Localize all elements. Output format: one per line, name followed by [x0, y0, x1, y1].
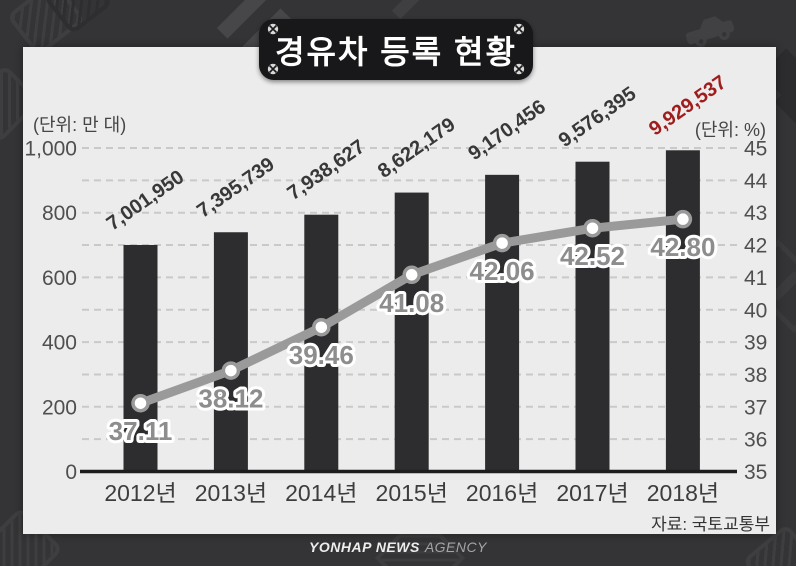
page-title: 경유차 등록 현황	[275, 33, 517, 70]
source-note: 자료: 국토교통부	[651, 515, 770, 534]
right-axis-unit: (단위: %)	[694, 120, 766, 140]
title-badge: 경유차 등록 현황	[259, 19, 533, 80]
left-axis-unit: (단위: 만 대)	[33, 115, 127, 135]
footer-brand-suffix: AGENCY	[424, 539, 487, 555]
screw-icon	[267, 63, 279, 75]
stripe-decoration	[391, 0, 431, 20]
footer-bar: YONHAP NEWS AGENCY	[0, 539, 796, 555]
screw-icon	[267, 23, 279, 35]
car-icon	[685, 16, 735, 48]
chart-card: (단위: 만 대) (단위: %) 자료: 국토교통부	[23, 47, 776, 534]
footer-brand: YONHAP NEWS	[309, 539, 420, 555]
screw-icon	[513, 23, 525, 35]
screw-icon	[513, 63, 525, 75]
